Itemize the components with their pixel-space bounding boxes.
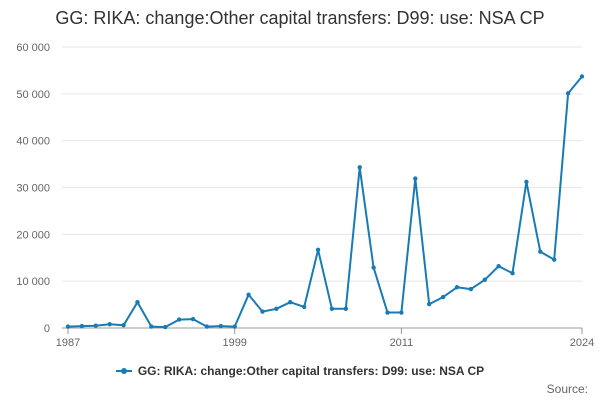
data-point xyxy=(135,300,140,305)
data-point xyxy=(65,324,71,329)
data-point xyxy=(93,323,98,328)
legend[interactable]: GG: RIKA: change:Other capital transfers… xyxy=(0,364,600,378)
data-point xyxy=(426,301,432,307)
data-point xyxy=(301,304,307,310)
data-point xyxy=(190,316,196,322)
legend-line-marker-icon xyxy=(115,366,132,376)
data-point xyxy=(176,317,182,322)
data-point xyxy=(468,286,474,292)
data-point xyxy=(260,309,265,314)
y-tick-label: 0 xyxy=(44,323,50,335)
chart-title: GG: RIKA: change:Other capital transfers… xyxy=(55,8,545,28)
data-point xyxy=(79,323,85,329)
data-point xyxy=(565,91,571,96)
data-point xyxy=(315,247,321,252)
data-point xyxy=(399,310,404,315)
data-point xyxy=(496,263,501,269)
series-layer xyxy=(65,74,585,330)
series-line xyxy=(67,75,583,329)
data-point xyxy=(357,165,362,170)
data-point xyxy=(149,324,154,329)
x-tick-label: 1987 xyxy=(56,337,80,349)
y-tick-label: 20 000 xyxy=(16,229,50,241)
data-point xyxy=(371,265,376,270)
data-point xyxy=(343,306,349,311)
data-point xyxy=(121,322,126,328)
data-point xyxy=(454,285,460,290)
data-point xyxy=(538,249,543,254)
gridlines xyxy=(62,46,582,282)
y-tick-label: 60 000 xyxy=(16,42,50,54)
y-tick-label: 40 000 xyxy=(16,136,50,148)
data-point xyxy=(413,176,418,181)
axes: 0 10 000 20 000 30 000 40 000 50 000 60 000 198… xyxy=(16,42,594,349)
data-point xyxy=(288,300,293,305)
data-point xyxy=(107,322,112,327)
x-tick-label: 2024 xyxy=(570,337,594,349)
data-point xyxy=(440,294,446,300)
data-point xyxy=(579,74,585,79)
data-point xyxy=(552,257,557,262)
data-point xyxy=(232,324,237,329)
data-point xyxy=(329,306,335,311)
data-point xyxy=(524,179,529,185)
x-tick-label: 1999 xyxy=(222,337,246,349)
data-point xyxy=(274,306,279,311)
legend-label: GG: RIKA: change:Other capital transfers… xyxy=(137,364,485,378)
data-point xyxy=(218,323,224,329)
data-point xyxy=(204,324,210,329)
y-tick-label: 30 000 xyxy=(16,183,50,195)
x-tick-label: 2011 xyxy=(390,337,414,349)
y-tick-label: 10 000 xyxy=(16,276,50,288)
data-point xyxy=(163,324,168,330)
data-point xyxy=(482,277,487,282)
source-label: Source: xyxy=(546,382,588,396)
data-point xyxy=(510,271,515,276)
data-point xyxy=(385,310,390,315)
y-tick-label: 50 000 xyxy=(16,89,50,101)
data-point xyxy=(246,292,251,297)
